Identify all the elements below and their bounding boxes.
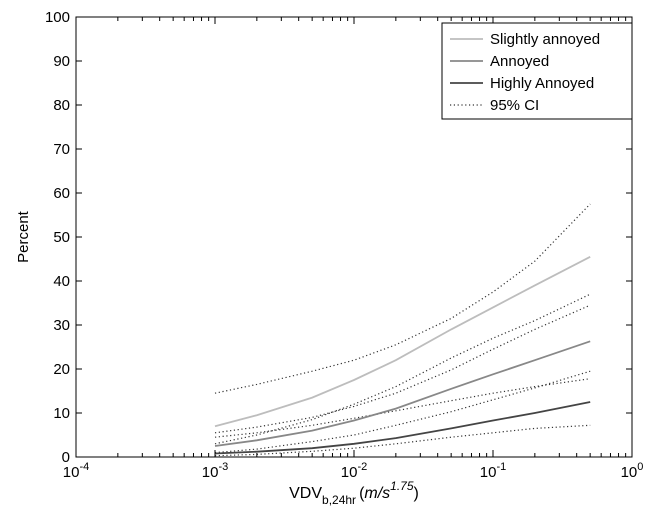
- x-axis: 10-4 10-3 10-2 10-1 100: [63, 17, 644, 481]
- y-tick-label: 90: [53, 53, 70, 70]
- y-tick-label: 30: [53, 317, 70, 334]
- x-axis-label-unit: m/s: [364, 485, 390, 502]
- y-tick-label: 40: [53, 273, 70, 290]
- x-axis-label-unit-exponent: 1.75: [390, 479, 414, 493]
- y-tick-label: 10: [53, 405, 70, 422]
- series-line-0: [214, 256, 591, 428]
- legend-label: Annoyed: [490, 53, 549, 70]
- ci-bound-line-7: [214, 378, 591, 438]
- x-axis-label: VDVb,24hr (m/s1.75): [289, 479, 419, 507]
- y-tick-label: 100: [45, 9, 70, 26]
- x-axis-label-unit-close: ): [414, 485, 419, 502]
- x-tick-label: 100: [621, 461, 644, 481]
- legend-label: 95% CI: [490, 97, 539, 114]
- y-tick-label: 80: [53, 97, 70, 114]
- y-tick-label: 60: [53, 185, 70, 202]
- legend-label: Slightly annoyed: [490, 31, 600, 48]
- ci-bound-line-4: [214, 293, 591, 445]
- x-tick-label: 10-4: [63, 461, 89, 481]
- y-axis-label: Percent: [15, 210, 32, 263]
- y-tick-label: 50: [53, 229, 70, 246]
- x-tick-label: 10-3: [202, 461, 228, 481]
- y-tick-label: 20: [53, 361, 70, 378]
- x-tick-label: 10-1: [480, 461, 506, 481]
- ci-bound-line-5: [214, 304, 591, 434]
- legend-entries: Slightly annoyed Annoyed Highly Annoyed 95%…: [450, 31, 600, 114]
- ci-bound-line-6: [214, 370, 591, 454]
- x-tick-label: 10-2: [341, 461, 367, 481]
- series-line-2: [214, 401, 591, 455]
- ci-bound-line-3: [214, 203, 591, 394]
- legend-label: Highly Annoyed: [490, 75, 594, 92]
- x-axis-label-unit-open: (: [359, 485, 365, 502]
- y-tick-label: 70: [53, 141, 70, 158]
- x-axis-label-subscript: b,24hr: [322, 493, 356, 507]
- legend: Slightly annoyed Annoyed Highly Annoyed 95%…: [441, 22, 633, 120]
- x-axis-label-main: VDV: [289, 485, 322, 502]
- series-line-1: [214, 340, 591, 447]
- plot-marks: [214, 203, 591, 457]
- y-tick-label: 0: [62, 449, 70, 466]
